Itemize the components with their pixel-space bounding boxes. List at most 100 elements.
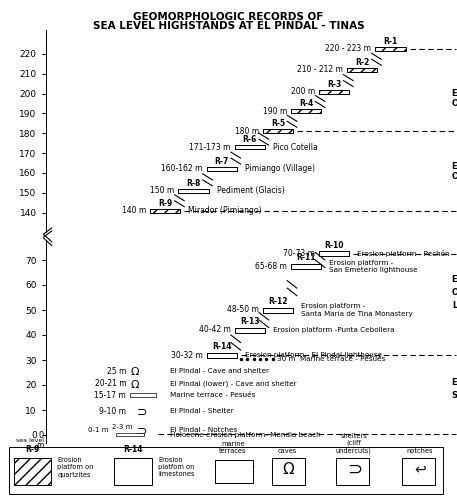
Text: R-4: R-4	[299, 100, 313, 108]
Text: R-6: R-6	[243, 135, 257, 144]
Bar	[263, 308, 293, 312]
Text: $\Omega$: $\Omega$	[130, 378, 140, 390]
Text: $\supset$: $\supset$	[134, 424, 148, 437]
Text: Erosion platform - Pechón: Erosion platform - Pechón	[357, 250, 450, 257]
Bar	[235, 328, 265, 332]
Bar	[207, 167, 237, 171]
Text: 48-50 m: 48-50 m	[227, 306, 259, 314]
Text: Erosion
platfom on
quartzites: Erosion platfom on quartzites	[58, 458, 94, 477]
Text: 171-173 m: 171-173 m	[189, 142, 231, 152]
Text: EROSION PLATFORMS: EROSION PLATFORMS	[452, 162, 457, 172]
Bar	[14, 458, 51, 485]
Text: 2-3 m: 2-3 m	[112, 424, 133, 430]
Text: Holocene erosion platform- Mendia beach: Holocene erosion platform- Mendia beach	[170, 432, 321, 438]
Text: 40-42 m: 40-42 m	[199, 326, 231, 334]
Bar	[319, 90, 349, 94]
Bar	[150, 208, 181, 212]
Text: El Pindal - Shelter: El Pindal - Shelter	[170, 408, 234, 414]
Text: Pediment (Glacis): Pediment (Glacis)	[217, 186, 284, 196]
Text: sea level: sea level	[16, 438, 44, 443]
Text: EROSION PLATFORMS: EROSION PLATFORMS	[452, 276, 457, 284]
Bar	[263, 308, 293, 312]
Text: R-10: R-10	[324, 241, 344, 250]
Text: R-12: R-12	[268, 297, 288, 306]
Text: 190 m: 190 m	[263, 107, 287, 116]
Text: LIMESTONES: LIMESTONES	[452, 300, 457, 310]
Text: 30-32 m: 30-32 m	[170, 350, 202, 360]
Text: 0: 0	[38, 430, 44, 440]
Text: R-5: R-5	[271, 120, 285, 128]
Text: R-9: R-9	[25, 445, 39, 454]
Bar	[402, 458, 435, 485]
Bar	[235, 145, 265, 149]
Text: $\supset$: $\supset$	[134, 405, 148, 418]
Text: 30 m  Marine terrace - Pesués: 30 m Marine terrace - Pesués	[277, 356, 385, 362]
Text: 220 - 223 m: 220 - 223 m	[325, 44, 372, 54]
Text: EL PINDAL: EL PINDAL	[452, 378, 457, 387]
Text: R-2: R-2	[355, 58, 370, 66]
Text: Mirador (Pimiango): Mirador (Pimiango)	[188, 206, 262, 215]
Text: $\Omega$: $\Omega$	[282, 461, 296, 477]
Text: 15-17 m: 15-17 m	[95, 390, 126, 400]
Text: OF PIMIANGO: OF PIMIANGO	[452, 172, 457, 182]
Text: Pimiango (Village): Pimiango (Village)	[245, 164, 315, 173]
Text: Erosion
platfom on
limestones: Erosion platfom on limestones	[158, 458, 195, 477]
Text: El Pindal - Notches: El Pindal - Notches	[170, 427, 238, 433]
Bar	[116, 432, 144, 436]
Text: R-1: R-1	[383, 37, 398, 46]
Text: $\supset$: $\supset$	[344, 460, 363, 478]
Bar	[347, 68, 377, 71]
Text: R-7: R-7	[214, 157, 229, 166]
Text: marine
terraces: marine terraces	[219, 441, 247, 454]
Text: R-3: R-3	[327, 80, 341, 88]
Text: 9-10 m: 9-10 m	[99, 407, 126, 416]
Text: GEOMORPHOLOGIC RECORDS OF: GEOMORPHOLOGIC RECORDS OF	[133, 12, 324, 22]
Text: OVER EL PINDAL - PECHÓN: OVER EL PINDAL - PECHÓN	[452, 288, 457, 297]
Bar	[376, 47, 406, 51]
Text: R-14: R-14	[212, 342, 231, 351]
Text: EROSION PLATFORMS: EROSION PLATFORMS	[452, 89, 457, 98]
Bar	[347, 68, 377, 71]
Text: El Pindal (lower) - Cave and shelter: El Pindal (lower) - Cave and shelter	[170, 380, 297, 387]
Bar	[291, 110, 321, 114]
Text: 160-162 m: 160-162 m	[161, 164, 202, 173]
Bar	[319, 251, 349, 256]
Bar	[207, 352, 237, 358]
Text: Pico Cotella: Pico Cotella	[273, 142, 318, 152]
Text: 140 m: 140 m	[122, 206, 146, 215]
Bar	[150, 208, 181, 212]
Text: SEA LEVEL HIGHSTANDS AT EL PINDAL - TINAS: SEA LEVEL HIGHSTANDS AT EL PINDAL - TINA…	[93, 21, 364, 31]
Bar	[291, 110, 321, 114]
Bar	[178, 189, 208, 193]
Text: 200 m: 200 m	[291, 87, 315, 96]
Text: R-8: R-8	[186, 179, 201, 188]
Bar	[207, 352, 237, 358]
Text: Erosion platform -
San Emeterio lighthouse: Erosion platform - San Emeterio lighthou…	[329, 260, 418, 273]
Text: Erosion platform - El Pindal lighthouse: Erosion platform - El Pindal lighthouse	[245, 352, 382, 358]
Text: 20-21 m: 20-21 m	[95, 379, 126, 388]
Text: OF LAS TINAS: OF LAS TINAS	[452, 99, 457, 108]
Text: m: m	[36, 441, 44, 450]
Text: shelters
(cliff
undercuts): shelters (cliff undercuts)	[335, 433, 372, 454]
Bar	[114, 458, 152, 485]
Bar	[263, 130, 293, 133]
Text: R-11: R-11	[296, 254, 316, 262]
Bar	[215, 460, 253, 482]
Text: 25 m: 25 m	[107, 367, 126, 376]
Text: R-13: R-13	[240, 318, 260, 326]
Text: 180 m: 180 m	[235, 126, 259, 136]
Bar	[291, 264, 321, 269]
Bar	[130, 393, 156, 397]
Bar	[263, 130, 293, 133]
Text: Erosion platform -
Santa María de Tina Monastery: Erosion platform - Santa María de Tina M…	[301, 303, 413, 317]
Bar	[319, 90, 349, 94]
Text: 210 - 212 m: 210 - 212 m	[298, 65, 343, 74]
Bar	[235, 328, 265, 332]
Text: El Pindal - Cave and shelter: El Pindal - Cave and shelter	[170, 368, 269, 374]
Bar	[336, 458, 369, 485]
Bar	[291, 264, 321, 269]
Text: 150 m: 150 m	[150, 186, 175, 196]
Text: notches: notches	[406, 448, 433, 454]
Text: caves: caves	[278, 448, 298, 454]
Text: $\hookleftarrow$: $\hookleftarrow$	[412, 462, 427, 476]
